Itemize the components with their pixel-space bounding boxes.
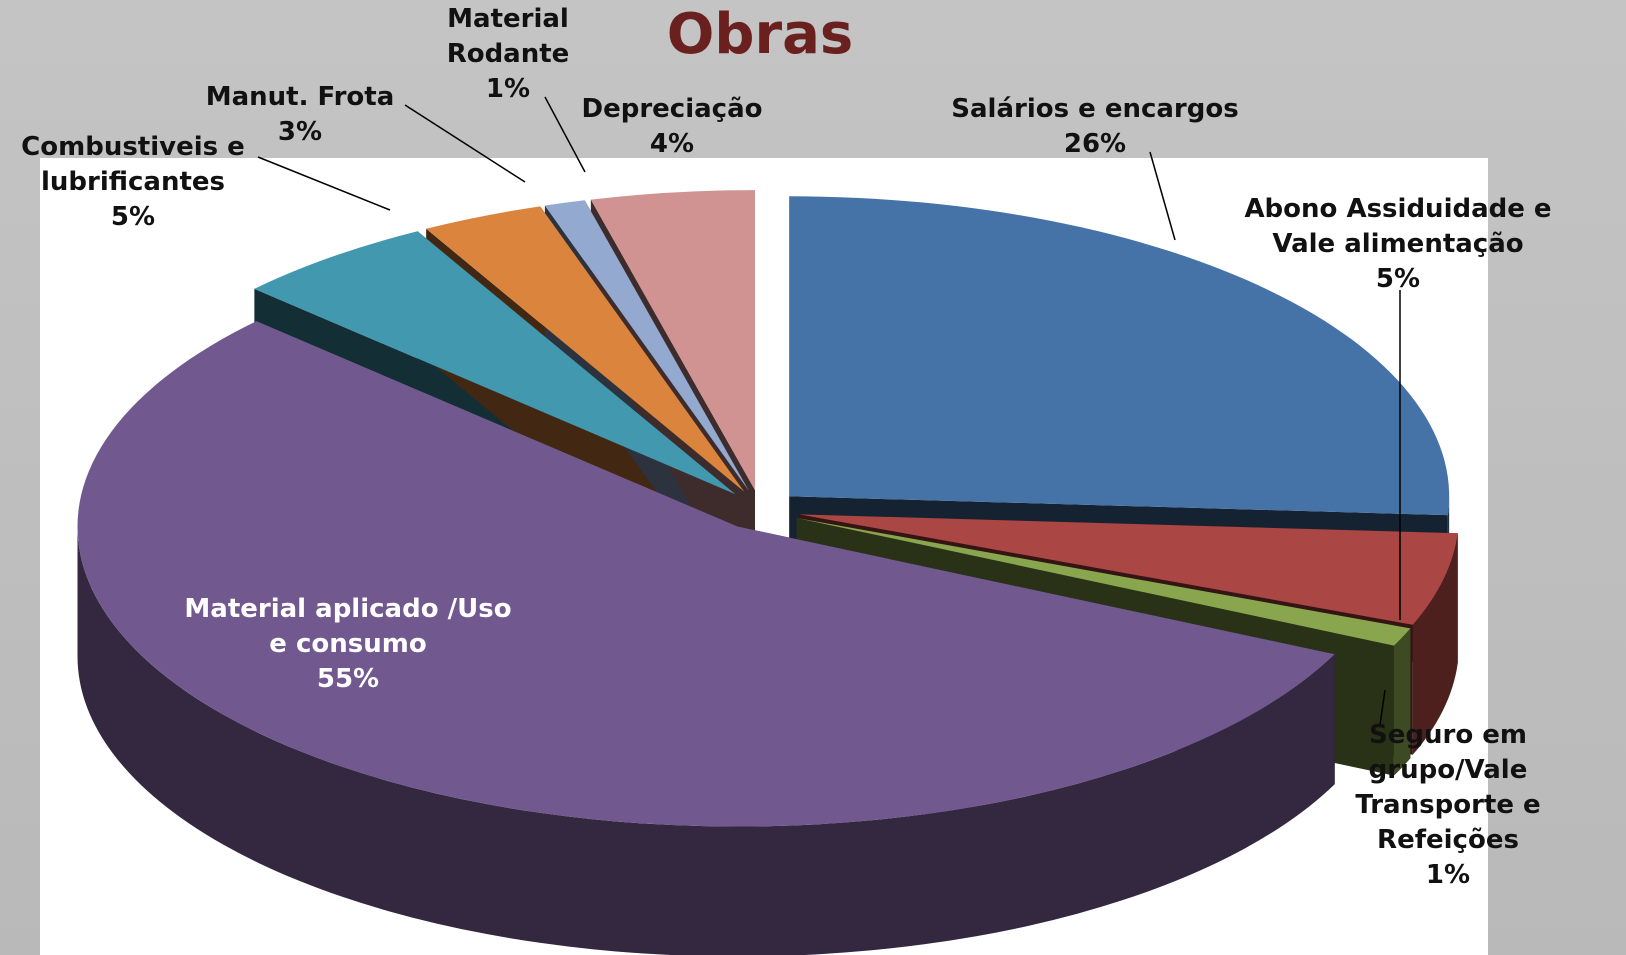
leader-line — [1149, 151, 1176, 241]
slice-label: Material Rodante 1% — [433, 2, 583, 107]
slice-label: Manut. Frota 3% — [185, 80, 415, 150]
slice-side — [1412, 533, 1458, 755]
slice-label: Material aplicado /Uso e consumo 55% — [183, 592, 513, 697]
category-label: Material aplicado /Uso e consumo — [184, 594, 512, 659]
leader-line — [1379, 689, 1386, 726]
slice — [590, 190, 755, 491]
value-label: 26% — [1063, 129, 1127, 159]
leader-line — [404, 104, 526, 183]
slice — [544, 200, 749, 491]
value-label: 1% — [485, 74, 531, 104]
category-label: Material Rodante — [446, 4, 570, 69]
slice — [254, 231, 736, 495]
value-label: 1% — [1425, 860, 1471, 890]
value-label: 4% — [649, 129, 695, 159]
slice — [799, 514, 1458, 625]
slice-label: Seguro em grupo/Vale Transporte e Refeiç… — [1333, 718, 1563, 893]
leader-line — [257, 156, 391, 211]
value-label: 5% — [1375, 264, 1421, 294]
category-label: Seguro em grupo/Vale Transporte e Refeiç… — [1355, 720, 1541, 855]
chart-title: Obras — [666, 2, 854, 67]
slice — [426, 206, 745, 492]
category-label: Depreciação — [581, 94, 763, 124]
category-label: Manut. Frota — [205, 82, 395, 112]
value-label: 3% — [277, 117, 323, 147]
leader-line — [544, 96, 586, 173]
slice-side — [1393, 628, 1411, 776]
slice-label: Salários e encargos 26% — [905, 92, 1285, 162]
category-label: Combustiveis e lubrificantes — [21, 132, 245, 197]
slice — [796, 517, 1411, 646]
slice — [789, 196, 1450, 516]
slice-side — [77, 526, 1335, 955]
value-label: 5% — [110, 202, 156, 232]
category-label: Salários e encargos — [951, 94, 1239, 124]
slice-label: Combustiveis e lubrificantes 5% — [0, 130, 268, 235]
category-label: Abono Assiduidade e Vale alimentação — [1244, 194, 1552, 259]
value-label: 55% — [316, 664, 380, 694]
slice — [77, 321, 1335, 827]
slice-label: Abono Assiduidade e Vale alimentação 5% — [1238, 192, 1558, 297]
slice-label: Depreciação 4% — [557, 92, 787, 162]
